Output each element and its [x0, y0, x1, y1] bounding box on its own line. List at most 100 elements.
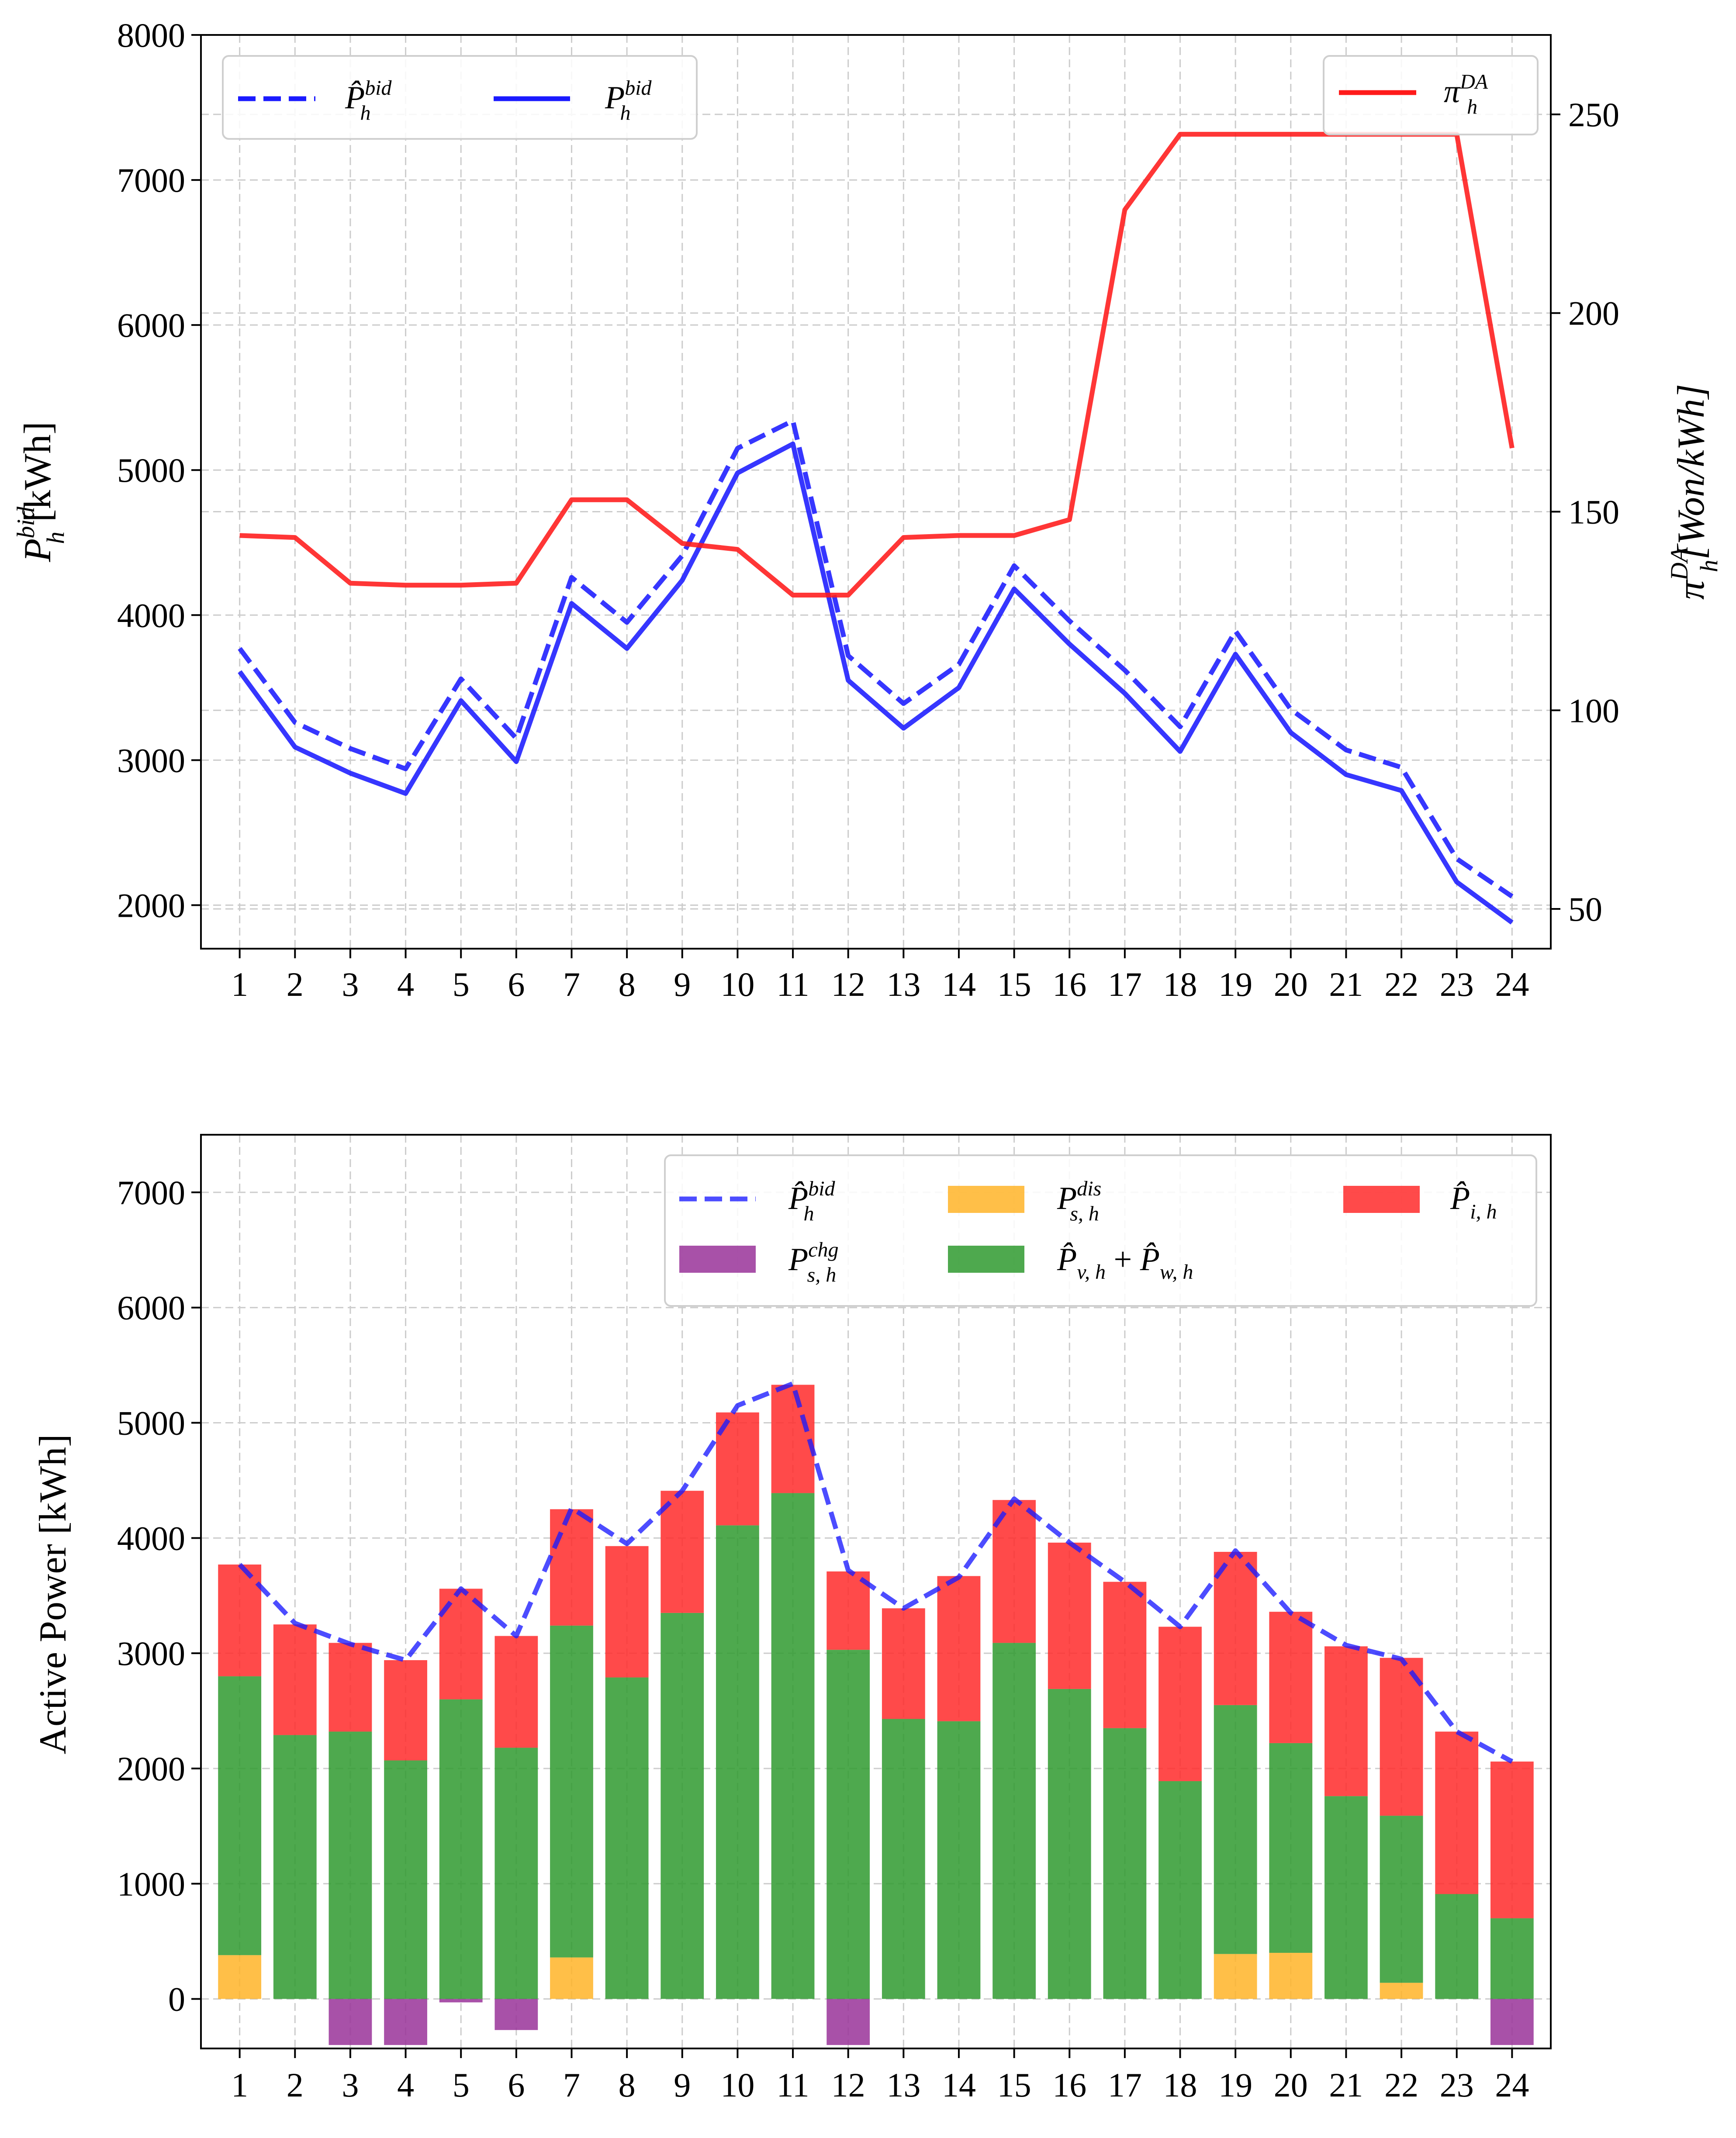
bar-imb — [1490, 1762, 1534, 1918]
y-tick-label: 2000 — [117, 886, 185, 924]
x-tick-label: 13 — [886, 2066, 920, 2104]
bar-imb — [1214, 1551, 1257, 1705]
x-tick-label: 9 — [674, 965, 691, 1003]
y-tick-label: 3000 — [117, 741, 185, 779]
x-tick-label: 2 — [287, 965, 304, 1003]
x-tick-label: 20 — [1274, 965, 1308, 1003]
y-tick-label: 7000 — [117, 1174, 185, 1212]
x-tick-label: 14 — [942, 2066, 976, 2104]
x-tick-label: 4 — [397, 2066, 414, 2104]
bar-imb — [1048, 1542, 1091, 1689]
x-tick-label: 12 — [831, 2066, 865, 2104]
top-right-y-axis-ticks: 50 100 150 200 250 — [1551, 96, 1619, 928]
x-tick-label: 21 — [1329, 965, 1363, 1003]
bar-dis — [1380, 1983, 1423, 1999]
bar-pvw — [771, 1493, 815, 1999]
bar-pvw — [882, 1719, 925, 1999]
bar-pvw — [937, 1721, 981, 1999]
top-left-y-axis-ticks: 2000 3000 4000 5000 6000 7000 8000 — [117, 16, 201, 924]
y-tick-label: 5000 — [117, 1404, 185, 1442]
bar-imb — [495, 1636, 538, 1748]
x-tick-label: 12 — [831, 965, 865, 1003]
bar-pvw — [992, 1643, 1036, 1999]
bar-pvw — [661, 1613, 704, 1999]
bottom-chart-active-power: 1 2 3 4 5 6 7 8 9 10 11 12 13 14 15 16 17 18 19 20 21 22 23 24 … — [32, 1134, 1552, 2104]
bottom-y-axis-ticks: 0 1000 2000 3000 4000 5000 6000 7000 — [117, 1174, 201, 2018]
bar-dis — [1269, 1953, 1313, 1999]
x-tick-label: 17 — [1108, 965, 1142, 1003]
y-tick-label: 3000 — [117, 1634, 185, 1672]
x-tick-label: 1 — [231, 965, 248, 1003]
y-tick-label: 8000 — [117, 16, 185, 54]
x-tick-label: 4 — [397, 965, 414, 1003]
x-tick-label: 3 — [342, 2066, 359, 2104]
x-tick-label: 10 — [720, 965, 754, 1003]
x-tick-label: 16 — [1052, 965, 1086, 1003]
x-tick-label: 10 — [720, 2066, 754, 2104]
legend-label-bid-forecast: P̂bidh​ — [345, 76, 392, 125]
y-tick-label: 0 — [168, 1980, 185, 2018]
bar-imb — [1269, 1612, 1313, 1743]
top-x-axis-ticks: 1 2 3 4 5 6 7 8 9 10 11 12 13 14 15 16 17 18 19 20 21 22 23 24 — [231, 949, 1529, 1003]
bar-imb — [384, 1660, 427, 1761]
x-tick-label: 3 — [342, 965, 359, 1003]
y-tick-label: 4000 — [117, 1519, 185, 1557]
bar-imb — [771, 1385, 815, 1493]
bar-imb — [605, 1546, 649, 1678]
bar-imb — [1380, 1658, 1423, 1816]
bar-pvw — [1158, 1781, 1202, 1999]
bar-imb — [827, 1571, 870, 1650]
y-tick-label: 2000 — [117, 1750, 185, 1788]
legend-label-bid-forecast: P̂bidh​ — [788, 1177, 836, 1226]
top-gridlines — [201, 34, 1551, 949]
top-left-y-axis-label: Pbidh​ [kWh] — [12, 421, 70, 562]
x-tick-label: 21 — [1329, 2066, 1363, 2104]
bar-charge — [495, 1999, 538, 2030]
y-tick-label-right: 100 — [1568, 691, 1619, 729]
bar-pvw — [1214, 1705, 1257, 1954]
bottom-stacked-bars — [218, 1385, 1534, 2045]
x-tick-label: 22 — [1384, 2066, 1418, 2104]
x-tick-label: 8 — [619, 965, 636, 1003]
y-tick-label-right: 150 — [1568, 493, 1619, 531]
x-tick-label: 15 — [997, 2066, 1031, 2104]
y-tick-label-right: 50 — [1568, 890, 1602, 928]
bar-pvw — [550, 1625, 593, 1958]
x-tick-label: 18 — [1163, 2066, 1197, 2104]
top-series — [238, 131, 1515, 925]
x-tick-label: 9 — [674, 2066, 691, 2104]
y-tick-label: 6000 — [117, 1289, 185, 1327]
bottom-bid-line — [238, 1381, 1513, 1764]
legend-frame — [1323, 55, 1539, 135]
x-tick-label: 1 — [231, 2066, 248, 2104]
bar-dis — [1214, 1954, 1257, 1999]
bar-charge — [827, 1999, 870, 2045]
x-tick-label: 18 — [1163, 965, 1197, 1003]
x-tick-label: 5 — [453, 965, 470, 1003]
bar-pvw — [1435, 1894, 1479, 1999]
bar-pvw — [439, 1699, 483, 1999]
bar-dis — [218, 1955, 262, 1999]
series-line-1 — [238, 441, 1514, 925]
legend-swatch-charge — [679, 1246, 756, 1273]
top-legend-bid: P̂bidh​ Pbidh​ — [222, 55, 698, 140]
legend-swatch-pv-wind — [948, 1246, 1024, 1273]
bar-imb — [937, 1576, 981, 1721]
bar-imb — [661, 1491, 704, 1613]
bar-imb — [329, 1643, 372, 1732]
bar-pvw — [329, 1731, 372, 1999]
bar-imb — [550, 1509, 593, 1626]
x-tick-label: 2 — [287, 2066, 304, 2104]
bar-imb — [1435, 1731, 1479, 1894]
bar-imb — [1103, 1582, 1147, 1728]
y-tick-label: 6000 — [117, 306, 185, 344]
x-tick-label: 6 — [508, 965, 525, 1003]
bar-pvw — [1269, 1743, 1313, 1953]
x-tick-label: 19 — [1218, 2066, 1252, 2104]
bar-charge — [439, 1999, 483, 2003]
bid-forecast-line — [238, 1381, 1513, 1764]
